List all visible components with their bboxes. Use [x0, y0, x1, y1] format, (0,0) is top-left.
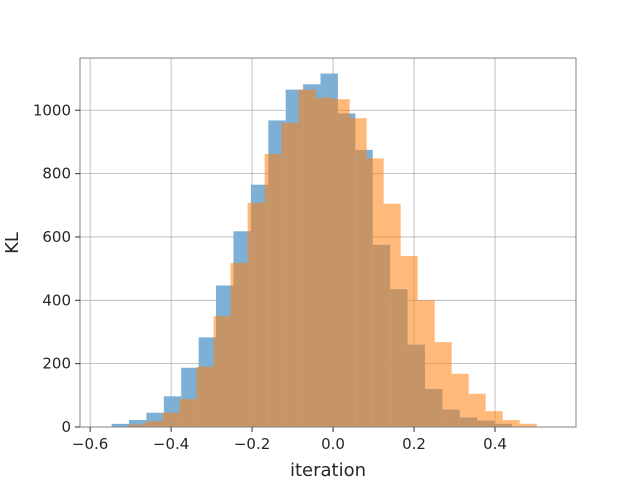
histogram-bars — [111, 73, 537, 428]
histogram-bar-series-2 — [264, 153, 282, 427]
y-tick-label: 0 — [61, 418, 71, 436]
histogram-bar-series-2 — [247, 202, 265, 427]
histogram-bar-series-2 — [383, 203, 401, 427]
histogram-bar-series-2 — [332, 99, 350, 427]
plot-frame — [79, 57, 577, 428]
histogram-bar-series-2 — [179, 399, 197, 427]
x-tick-label: −0.4 — [153, 435, 189, 453]
x-tick-label: 0.0 — [321, 435, 345, 453]
histogram-bar-series-2 — [230, 262, 248, 427]
y-tick-label: 800 — [42, 165, 71, 183]
x-tick-label: 0.2 — [402, 435, 426, 453]
y-tick-label: 400 — [42, 291, 71, 309]
histogram-bar-series-2 — [145, 421, 163, 427]
histogram-bar-series-1 — [111, 423, 129, 427]
y-tick-label: 600 — [42, 228, 71, 246]
histogram-bar-series-2 — [468, 393, 486, 427]
histogram-bar-series-2 — [451, 373, 469, 427]
y-axis-label: KL — [2, 232, 23, 254]
histogram-bar-series-2 — [281, 122, 299, 427]
histogram-bar-series-2 — [366, 158, 384, 427]
histogram-bar-series-2 — [417, 300, 435, 427]
histogram-bar-series-2 — [298, 89, 316, 427]
x-tick-label: 0.4 — [483, 435, 507, 453]
histogram-bar-series-2 — [349, 118, 367, 427]
histogram-bar-series-2 — [196, 366, 214, 427]
x-tick-label: −0.6 — [72, 435, 108, 453]
histogram-bar-series-2 — [128, 424, 146, 427]
histogram-bar-series-1 — [128, 420, 147, 427]
histogram-bar-series-2 — [213, 316, 231, 427]
y-axis-ticks: 0 200 400 600 800 1000 — [33, 101, 80, 436]
histogram-bar-series-2 — [162, 412, 180, 427]
y-tick-label: 1000 — [33, 101, 71, 119]
x-tick-label: −0.2 — [234, 435, 270, 453]
histogram-bar-series-2 — [519, 423, 537, 427]
histogram-bar-series-2 — [434, 342, 452, 427]
x-axis-ticks: −0.6 −0.4 −0.2 0.0 0.2 0.4 — [72, 427, 507, 453]
x-axis-label: iteration — [290, 460, 366, 480]
histogram-bar-series-2 — [502, 420, 520, 427]
y-tick-label: 200 — [42, 355, 71, 373]
histogram-bar-series-2 — [315, 97, 333, 427]
histogram-bar-series-2 — [485, 411, 503, 427]
histogram-bar-series-2 — [400, 255, 418, 427]
